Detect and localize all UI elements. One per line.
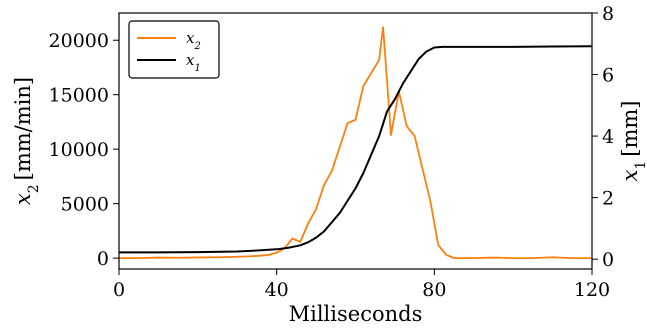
legend-label-x2: x2 (186, 29, 201, 52)
x-tick-label: 80 (422, 279, 446, 301)
legend-box (128, 20, 220, 79)
y-left-tick-label: 15000 (49, 85, 109, 107)
y-left-tick-label: 20000 (49, 30, 109, 52)
x-axis-label: Milliseconds (289, 302, 423, 326)
y-left-tick-label: 10000 (49, 139, 109, 161)
y-left-tick-label: 0 (97, 248, 109, 270)
y-left-tick-label: 5000 (61, 194, 109, 216)
series-line-x1 (119, 45, 593, 254)
x-tick-label: 120 (574, 279, 610, 301)
y-right-tick-label: 4 (602, 126, 614, 148)
y-right-tick-label: 6 (602, 65, 614, 87)
y-right-tick-label: 0 (602, 249, 614, 271)
x-tick-label: 40 (265, 279, 289, 301)
y-left-axis-label: x2[mm/min] (11, 77, 42, 205)
y-right-tick-label: 2 (602, 188, 614, 210)
plot-frame (118, 12, 593, 270)
legend-label-x1: x1 (186, 51, 201, 74)
x-tick-label: 0 (113, 279, 125, 301)
series-line-x2 (119, 26, 592, 260)
y-right-axis-label: x1[mm] (618, 101, 647, 182)
y-right-tick-label: 8 (602, 3, 614, 25)
